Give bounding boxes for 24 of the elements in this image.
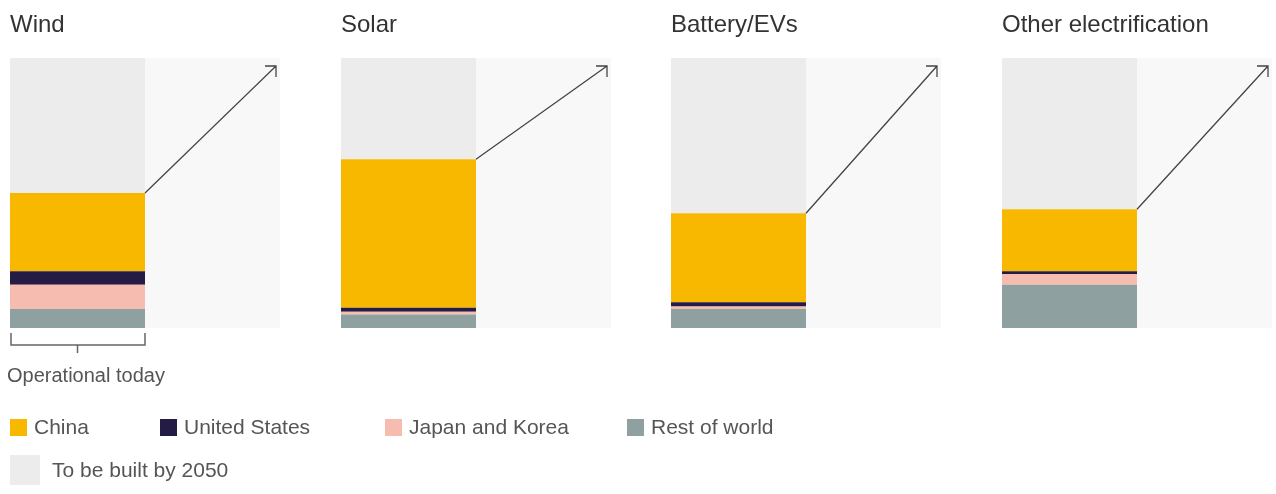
- bar: [1002, 271, 1137, 274]
- bar: [341, 314, 476, 328]
- chart-title: Wind: [10, 10, 65, 38]
- bar: [341, 311, 476, 315]
- legend-label: Japan and Korea: [409, 415, 569, 439]
- legend-label: To be built by 2050: [52, 458, 229, 482]
- chart-title: Solar: [341, 10, 398, 38]
- bar: [10, 284, 145, 310]
- bar: [671, 306, 806, 310]
- chart-title: Battery/EVs: [671, 10, 798, 38]
- legend-label: China: [34, 415, 89, 439]
- bar: [1002, 274, 1137, 285]
- bar: [671, 309, 806, 328]
- chart-title: Other electrification: [1002, 10, 1209, 38]
- bar: [1002, 284, 1137, 328]
- bar: [10, 271, 145, 285]
- bar: [1002, 209, 1137, 272]
- bar: [341, 307, 476, 312]
- legend-label: United States: [184, 415, 311, 439]
- text: Operational today: [7, 364, 165, 387]
- bar: [671, 302, 806, 307]
- bar: [10, 309, 145, 328]
- legend-label: Rest of world: [651, 415, 774, 439]
- bar: [10, 193, 145, 272]
